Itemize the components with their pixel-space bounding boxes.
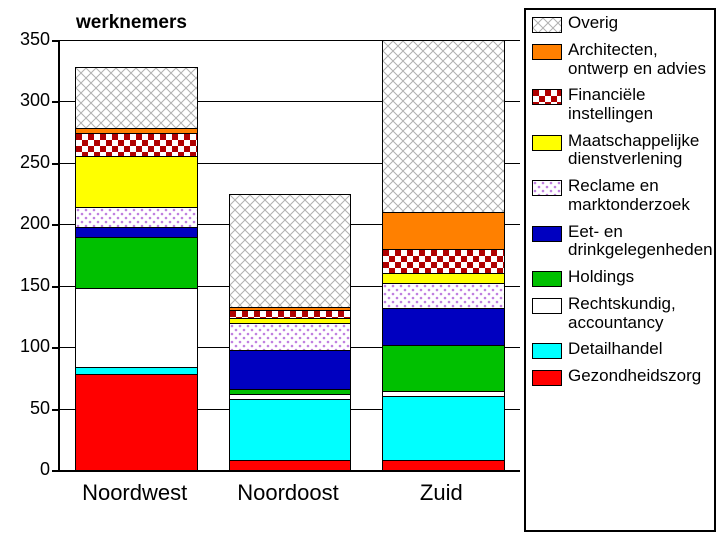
y-tick-label: 100 <box>10 336 50 357</box>
segment-maatschappelijk <box>383 273 504 283</box>
segment-holdings <box>383 345 504 392</box>
y-tick-label: 350 <box>10 29 50 50</box>
y-tick-label: 150 <box>10 275 50 296</box>
legend-item-overig: Overig <box>532 14 708 33</box>
segment-financiele <box>76 133 197 155</box>
segment-overig <box>383 40 504 212</box>
legend-label: Eet- en drinkgelegenheden <box>568 223 713 260</box>
segment-gezondheidszorg <box>383 460 504 470</box>
legend-item-eet_drink: Eet- en drinkgelegenheden <box>532 223 708 260</box>
bar-noordoost <box>229 194 352 470</box>
legend-swatch <box>532 44 562 60</box>
legend-swatch <box>532 370 562 386</box>
legend-swatch <box>532 343 562 359</box>
legend-label: Rechtskundig, accountancy <box>568 295 708 332</box>
segment-maatschappelijk <box>76 156 197 208</box>
legend-label: Overig <box>568 14 618 33</box>
legend-label: Gezondheidszorg <box>568 367 701 386</box>
segment-gezondheidszorg <box>230 460 351 470</box>
chart-container: werknemers Overig Architecten, ontwerp en… <box>0 0 720 540</box>
segment-financiele <box>383 249 504 274</box>
legend: Overig Architecten, ontwerp en advies Fina… <box>524 8 716 532</box>
legend-swatch <box>532 135 562 151</box>
segment-gezondheidszorg <box>76 374 197 470</box>
legend-item-detailhandel: Detailhandel <box>532 340 708 359</box>
segment-holdings <box>76 237 197 289</box>
segment-detailhandel <box>383 396 504 460</box>
legend-label: Architecten, ontwerp en advies <box>568 41 708 78</box>
segment-rechtskundig <box>230 394 351 399</box>
legend-item-holdings: Holdings <box>532 268 708 287</box>
segment-detailhandel <box>76 367 197 374</box>
y-tick <box>52 470 60 472</box>
segment-rechtskundig <box>383 391 504 396</box>
segment-overig <box>230 194 351 307</box>
legend-label: Reclame en marktonderzoek <box>568 177 708 214</box>
bar-zuid <box>382 40 505 470</box>
plot-area <box>58 40 520 472</box>
y-tick-label: 200 <box>10 213 50 234</box>
segment-eet_drink <box>76 227 197 237</box>
y-tick <box>52 347 60 349</box>
segment-rechtskundig <box>76 288 197 367</box>
segment-architecten <box>383 212 504 249</box>
legend-swatch <box>532 89 562 105</box>
segment-architecten <box>230 307 351 311</box>
y-tick <box>52 163 60 165</box>
y-tick <box>52 224 60 226</box>
y-tick <box>52 101 60 103</box>
bar-noordwest <box>75 67 198 470</box>
legend-swatch <box>532 17 562 33</box>
legend-label: Maatschappelijke dienstverlening <box>568 132 708 169</box>
segment-holdings <box>230 389 351 394</box>
legend-item-gezondheidszorg: Gezondheidszorg <box>532 367 708 386</box>
legend-label: Detailhandel <box>568 340 663 359</box>
legend-item-financiele: Financiële instellingen <box>532 86 708 123</box>
y-tick-label: 300 <box>10 90 50 111</box>
segment-detailhandel <box>230 399 351 460</box>
y-tick <box>52 40 60 42</box>
y-axis-title: werknemers <box>76 12 187 34</box>
legend-swatch <box>532 271 562 287</box>
legend-swatch <box>532 180 562 196</box>
legend-swatch <box>532 298 562 314</box>
x-tick-label: Noordwest <box>58 480 211 506</box>
segment-eet_drink <box>383 308 504 345</box>
segment-eet_drink <box>230 350 351 389</box>
y-tick-label: 250 <box>10 152 50 173</box>
x-tick-label: Zuid <box>365 480 518 506</box>
segment-maatschappelijk <box>230 318 351 323</box>
x-tick-label: Noordoost <box>211 480 364 506</box>
segment-reclame <box>230 323 351 350</box>
legend-item-architecten: Architecten, ontwerp en advies <box>532 41 708 78</box>
legend-item-maatschappelijk: Maatschappelijke dienstverlening <box>532 132 708 169</box>
y-tick-label: 50 <box>10 398 50 419</box>
legend-label: Holdings <box>568 268 634 287</box>
legend-item-rechtskundig: Rechtskundig, accountancy <box>532 295 708 332</box>
y-tick <box>52 409 60 411</box>
y-tick <box>52 286 60 288</box>
segment-reclame <box>383 283 504 308</box>
segment-overig <box>76 67 197 128</box>
segment-architecten <box>76 128 197 133</box>
segment-financiele <box>230 310 351 317</box>
segment-reclame <box>76 207 197 227</box>
legend-item-reclame: Reclame en marktonderzoek <box>532 177 708 214</box>
legend-label: Financiële instellingen <box>568 86 708 123</box>
y-tick-label: 0 <box>10 459 50 480</box>
legend-swatch <box>532 226 562 242</box>
